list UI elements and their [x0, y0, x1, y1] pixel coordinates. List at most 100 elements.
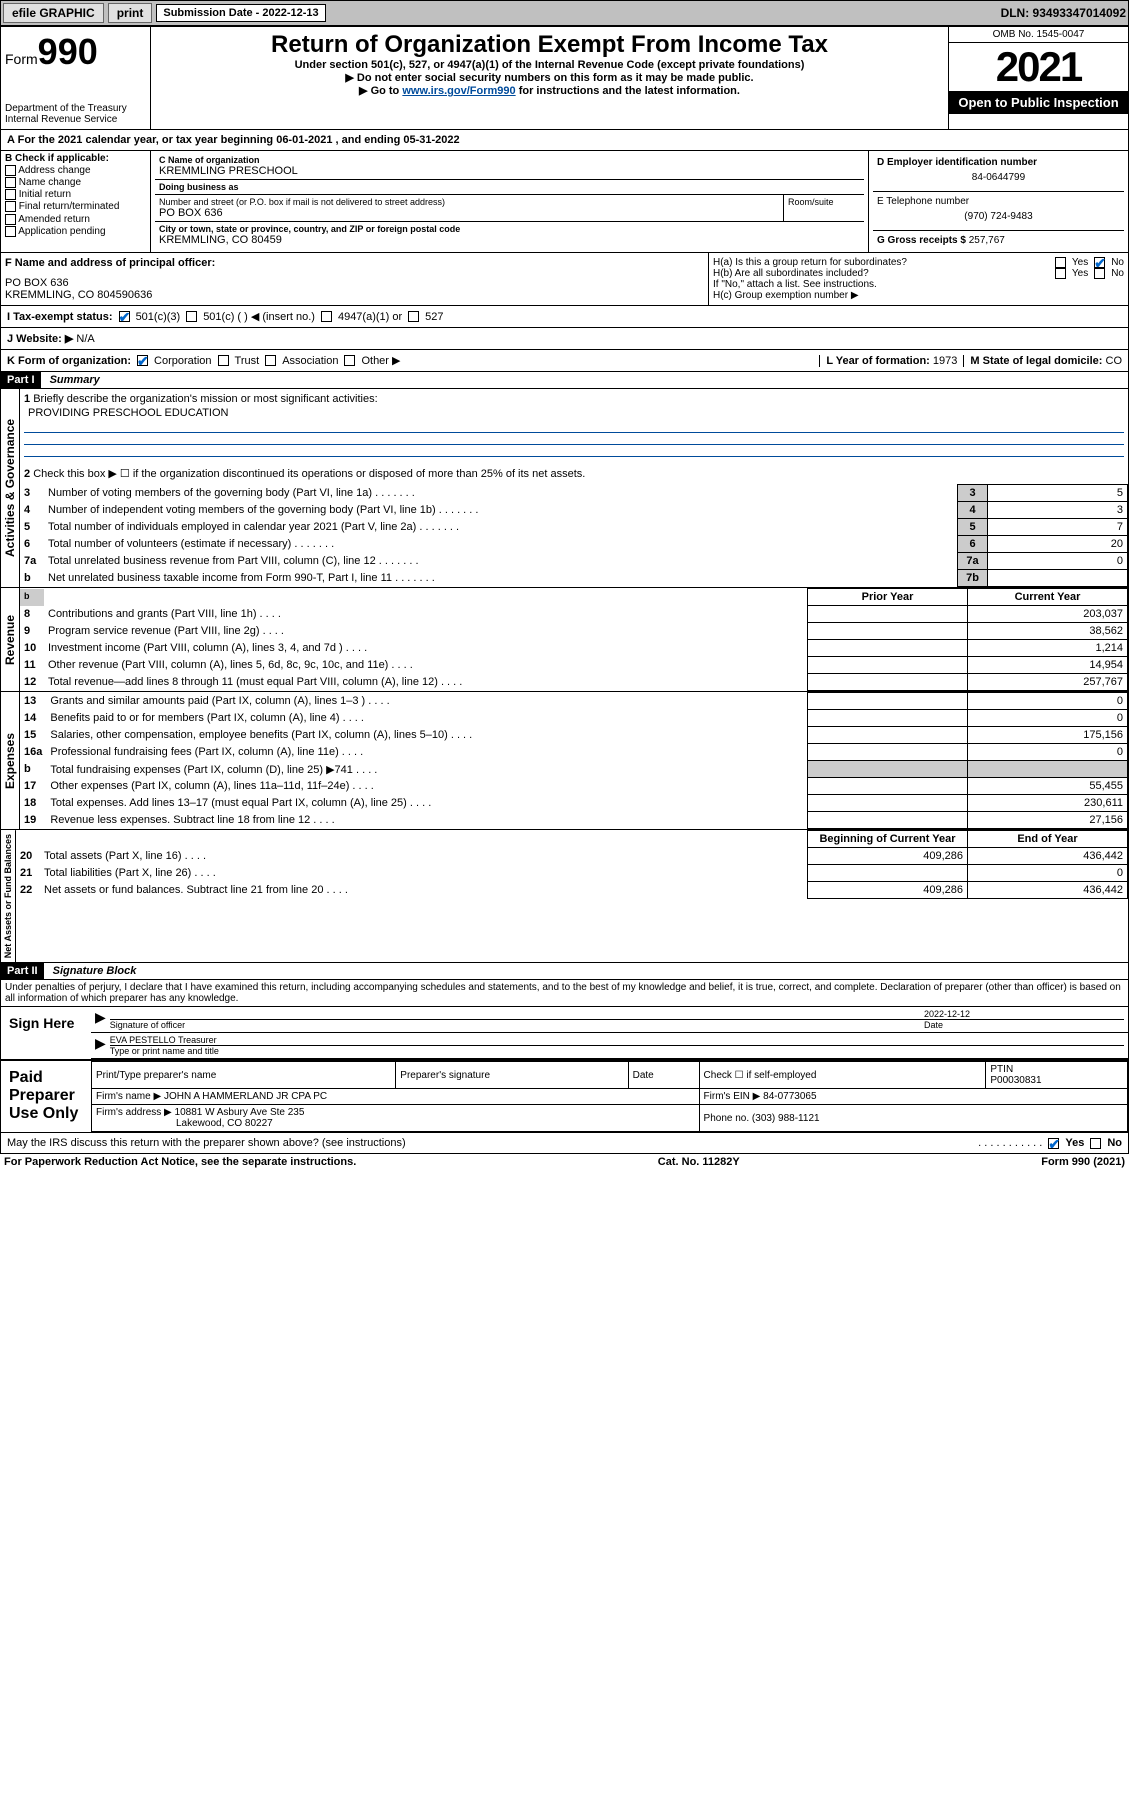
part2-header: Part II Signature Block — [0, 963, 1129, 980]
table-row: b Net unrelated business taxable income … — [20, 570, 1128, 587]
bcd-block: B Check if applicable: Address change Na… — [0, 151, 1129, 253]
form-number: Form990 — [5, 31, 146, 73]
website-value: N/A — [76, 333, 94, 345]
sig-date-label: Date — [924, 1019, 1124, 1030]
table-row: 19 Revenue less expenses. Subtract line … — [20, 812, 1128, 829]
tel-value: (970) 724-9483 — [877, 207, 1120, 226]
omb-number: OMB No. 1545-0047 — [949, 27, 1128, 43]
print-button[interactable]: print — [108, 3, 153, 23]
check-corp[interactable] — [137, 355, 148, 366]
tax-status-row: I Tax-exempt status: 501(c)(3) 501(c) ( … — [0, 306, 1129, 328]
form-num: 990 — [38, 31, 98, 72]
check-app-pending[interactable]: Application pending — [5, 226, 146, 237]
check-initial-return[interactable]: Initial return — [5, 189, 146, 200]
table-row: 21 Total liabilities (Part X, line 26) .… — [16, 865, 1128, 882]
check-4947[interactable] — [321, 311, 332, 322]
ein-value: 84-0644799 — [877, 168, 1120, 187]
website-row: J Website: ▶ N/A — [0, 328, 1129, 350]
check-501c[interactable] — [186, 311, 197, 322]
ha-no-check[interactable] — [1094, 257, 1105, 268]
table-row: 4 Number of independent voting members o… — [20, 502, 1128, 519]
ptin-value: P00030831 — [990, 1075, 1041, 1086]
sig-officer-label: Signature of officer — [110, 1019, 924, 1030]
klm-row: K Form of organization: Corporation Trus… — [0, 350, 1129, 372]
part2-badge: Part II — [1, 963, 44, 979]
table-row: 5 Total number of individuals employed i… — [20, 519, 1128, 536]
table-row: 11 Other revenue (Part VIII, column (A),… — [20, 657, 1128, 674]
ha-yes-check[interactable] — [1055, 257, 1066, 268]
check-final-return[interactable]: Final return/terminated — [5, 201, 146, 212]
part1-expenses: Expenses 13 Grants and similar amounts p… — [0, 692, 1129, 830]
discuss-no-check[interactable] — [1090, 1138, 1101, 1149]
website-label: J Website: ▶ — [7, 333, 73, 345]
dba-label: Doing business as — [159, 182, 860, 192]
prep-sig-label: Preparer's signature — [396, 1062, 628, 1089]
part1-governance: Activities & Governance 1 Briefly descri… — [0, 389, 1129, 588]
check-address-change[interactable]: Address change — [5, 165, 146, 176]
part1-header: Part I Summary — [0, 372, 1129, 389]
discuss-label: May the IRS discuss this return with the… — [7, 1137, 972, 1149]
l-label: L Year of formation: — [826, 355, 930, 367]
table-row: 10 Investment income (Part VIII, column … — [20, 640, 1128, 657]
table-row: 14 Benefits paid to or for members (Part… — [20, 710, 1128, 727]
table-row: 9 Program service revenue (Part VIII, li… — [20, 623, 1128, 640]
tax-year-range: For the 2021 calendar year, or tax year … — [18, 134, 460, 146]
net-table: Beginning of Current Year End of Year 20… — [16, 830, 1128, 899]
table-row: 22 Net assets or fund balances. Subtract… — [16, 882, 1128, 899]
table-row: 13 Grants and similar amounts paid (Part… — [20, 693, 1128, 710]
k-label: K Form of organization: — [7, 355, 131, 367]
hb-yes-check[interactable] — [1055, 268, 1066, 279]
name-title-label: Type or print name and title — [110, 1045, 1124, 1056]
open-public: Open to Public Inspection — [949, 91, 1128, 114]
revenue-table: b Prior Year Current Year 8 Contribution… — [20, 588, 1128, 691]
table-row: 15 Salaries, other compensation, employe… — [20, 727, 1128, 744]
governance-table: 3 Number of voting members of the govern… — [20, 484, 1128, 587]
check-amended[interactable]: Amended return — [5, 214, 146, 225]
check-527[interactable] — [408, 311, 419, 322]
officer-addr1: PO BOX 636 — [5, 277, 704, 289]
check-trust[interactable] — [218, 355, 229, 366]
addr-label: Number and street (or P.O. box if mail i… — [159, 197, 779, 207]
vlabel-revenue: Revenue — [1, 588, 20, 691]
declaration-text: Under penalties of perjury, I declare th… — [1, 980, 1128, 1006]
table-row: 7a Total unrelated business revenue from… — [20, 553, 1128, 570]
mission-text: PROVIDING PRESCHOOL EDUCATION — [24, 405, 1124, 421]
form990-link[interactable]: www.irs.gov/Form990 — [402, 85, 515, 97]
submission-date: Submission Date - 2022-12-13 — [156, 4, 325, 22]
efile-label: efile GRAPHIC — [3, 3, 104, 23]
l-value: 1973 — [933, 355, 957, 367]
check-name-change[interactable]: Name change — [5, 177, 146, 188]
hb-label: H(b) Are all subordinates included? — [713, 268, 1049, 279]
fh-block: F Name and address of principal officer:… — [0, 253, 1129, 306]
prep-name-label: Print/Type preparer's name — [92, 1062, 396, 1089]
firm-addr2: Lakewood, CO 80227 — [176, 1118, 273, 1129]
form-header: Form990 Department of the Treasury Inter… — [0, 26, 1129, 130]
ptin-label: PTIN — [990, 1064, 1013, 1075]
officer-name-title: EVA PESTELLO Treasurer — [110, 1035, 1124, 1045]
hc-label: H(c) Group exemption number ▶ — [713, 290, 1124, 301]
irs-label: Internal Revenue Service — [5, 114, 146, 125]
pycy-header: b Prior Year Current Year — [20, 589, 1128, 606]
firm-name-label: Firm's name ▶ — [96, 1091, 161, 1102]
arrow-icon: ▶ — [95, 1009, 106, 1030]
ein-label: D Employer identification number — [877, 157, 1120, 168]
preparer-table: Print/Type preparer's name Preparer's si… — [91, 1061, 1128, 1132]
part1-title: Summary — [44, 374, 100, 386]
ha-label: H(a) Is this a group return for subordin… — [713, 257, 1049, 268]
subtitle-1: Under section 501(c), 527, or 4947(a)(1)… — [155, 59, 944, 71]
check-501c3[interactable] — [119, 311, 130, 322]
hb-no-check[interactable] — [1094, 268, 1105, 279]
discuss-yes-check[interactable] — [1048, 1138, 1059, 1149]
m-value: CO — [1106, 355, 1123, 367]
table-row: 3 Number of voting members of the govern… — [20, 485, 1128, 502]
room-label: Room/suite — [788, 197, 860, 207]
phone-label: Phone no. — [704, 1113, 750, 1124]
col-b-checkboxes: B Check if applicable: Address change Na… — [1, 151, 151, 252]
check-other[interactable] — [344, 355, 355, 366]
form-title: Return of Organization Exempt From Incom… — [155, 31, 944, 59]
gross-label: G Gross receipts $ — [877, 235, 966, 246]
self-employed-check[interactable]: Check ☐ if self-employed — [699, 1062, 986, 1089]
check-assoc[interactable] — [265, 355, 276, 366]
city-value: KREMMLING, CO 80459 — [159, 234, 860, 246]
sig-date-value: 2022-12-12 — [924, 1009, 1124, 1019]
